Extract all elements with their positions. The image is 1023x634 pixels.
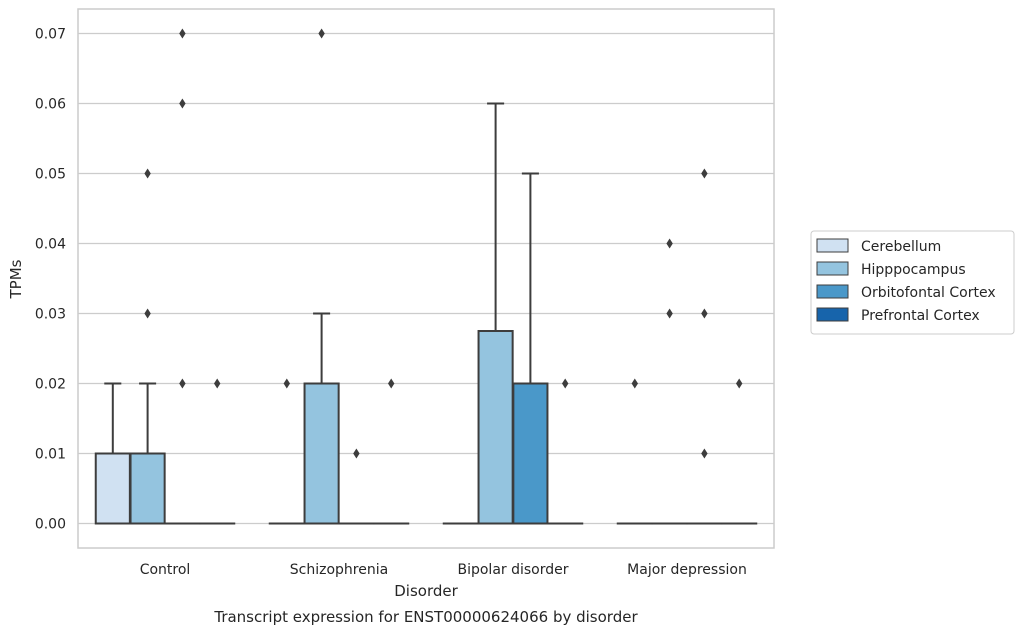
y-tick-label: 0.07 bbox=[35, 27, 66, 43]
y-tick-label: 0.03 bbox=[35, 307, 66, 323]
legend: Cerebellum Hipppocampus Orbitofontal Corte… bbox=[810, 230, 1015, 335]
box-group bbox=[94, 382, 131, 525]
y-tick-label: 0.00 bbox=[35, 517, 66, 533]
legend-swatch bbox=[816, 284, 849, 299]
x-tick-labels: Control Schizophrenia Bipolar disorder Majo… bbox=[140, 562, 747, 578]
outlier-point bbox=[388, 378, 395, 389]
outlier-point bbox=[179, 378, 186, 389]
legend-label: Prefrontal Cortex bbox=[861, 308, 980, 324]
x-tick-label: Schizophrenia bbox=[290, 562, 388, 578]
plot-frame bbox=[77, 8, 775, 549]
x-tick-label: Control bbox=[140, 562, 191, 578]
box-group bbox=[164, 28, 201, 525]
outlier-point bbox=[318, 28, 325, 39]
box bbox=[477, 330, 514, 525]
boxes bbox=[94, 28, 758, 525]
box-group bbox=[129, 168, 166, 525]
outlier-point bbox=[736, 378, 743, 389]
legend-label: Cerebellum bbox=[861, 239, 941, 255]
box-group bbox=[268, 378, 305, 525]
y-tick-label: 0.05 bbox=[35, 167, 66, 183]
outlier-point bbox=[283, 378, 290, 389]
gridlines bbox=[78, 32, 774, 525]
outlier-point bbox=[214, 378, 221, 389]
box bbox=[512, 382, 549, 525]
outlier-point bbox=[631, 378, 638, 389]
box-group bbox=[303, 28, 340, 525]
box bbox=[129, 452, 166, 525]
outlier-point bbox=[179, 28, 186, 39]
box-group bbox=[651, 238, 688, 525]
box-group bbox=[512, 172, 549, 525]
x-tick-label: Major depression bbox=[627, 562, 747, 578]
legend-swatch bbox=[816, 238, 849, 253]
y-tick-label: 0.06 bbox=[35, 97, 66, 113]
outlier-point bbox=[701, 308, 708, 319]
box-group bbox=[547, 378, 584, 525]
box bbox=[303, 382, 340, 525]
outlier-point bbox=[144, 168, 151, 179]
outlier-point bbox=[353, 448, 360, 459]
outlier-point bbox=[562, 378, 569, 389]
box-group bbox=[616, 378, 653, 525]
box-group bbox=[721, 378, 758, 525]
x-tick-label: Bipolar disorder bbox=[457, 562, 568, 578]
outlier-point bbox=[144, 308, 151, 319]
legend-box bbox=[810, 230, 1015, 335]
legend-label: Orbitofontal Cortex bbox=[861, 285, 996, 301]
box-group bbox=[686, 168, 723, 525]
chart-caption: Transcript expression for ENST0000062406… bbox=[213, 608, 638, 626]
y-tick-label: 0.01 bbox=[35, 447, 66, 463]
box-group bbox=[199, 378, 236, 525]
outlier-point bbox=[701, 168, 708, 179]
outlier-point bbox=[666, 308, 673, 319]
legend-label: Hipppocampus bbox=[861, 262, 966, 278]
y-tick-labels: 0.00 0.01 0.02 0.03 0.04 0.05 0.06 0.07 bbox=[35, 27, 66, 533]
box-group bbox=[373, 378, 410, 525]
outlier-point bbox=[179, 98, 186, 109]
outlier-point bbox=[666, 238, 673, 249]
outlier-point bbox=[701, 448, 708, 459]
legend-swatch bbox=[816, 261, 849, 276]
y-axis-label: TPMs bbox=[7, 259, 25, 299]
box bbox=[94, 452, 131, 525]
y-tick-label: 0.04 bbox=[35, 237, 66, 253]
box-group bbox=[338, 448, 375, 525]
x-axis-label: Disorder bbox=[394, 582, 458, 600]
legend-swatch bbox=[816, 307, 849, 322]
y-tick-label: 0.02 bbox=[35, 377, 66, 393]
